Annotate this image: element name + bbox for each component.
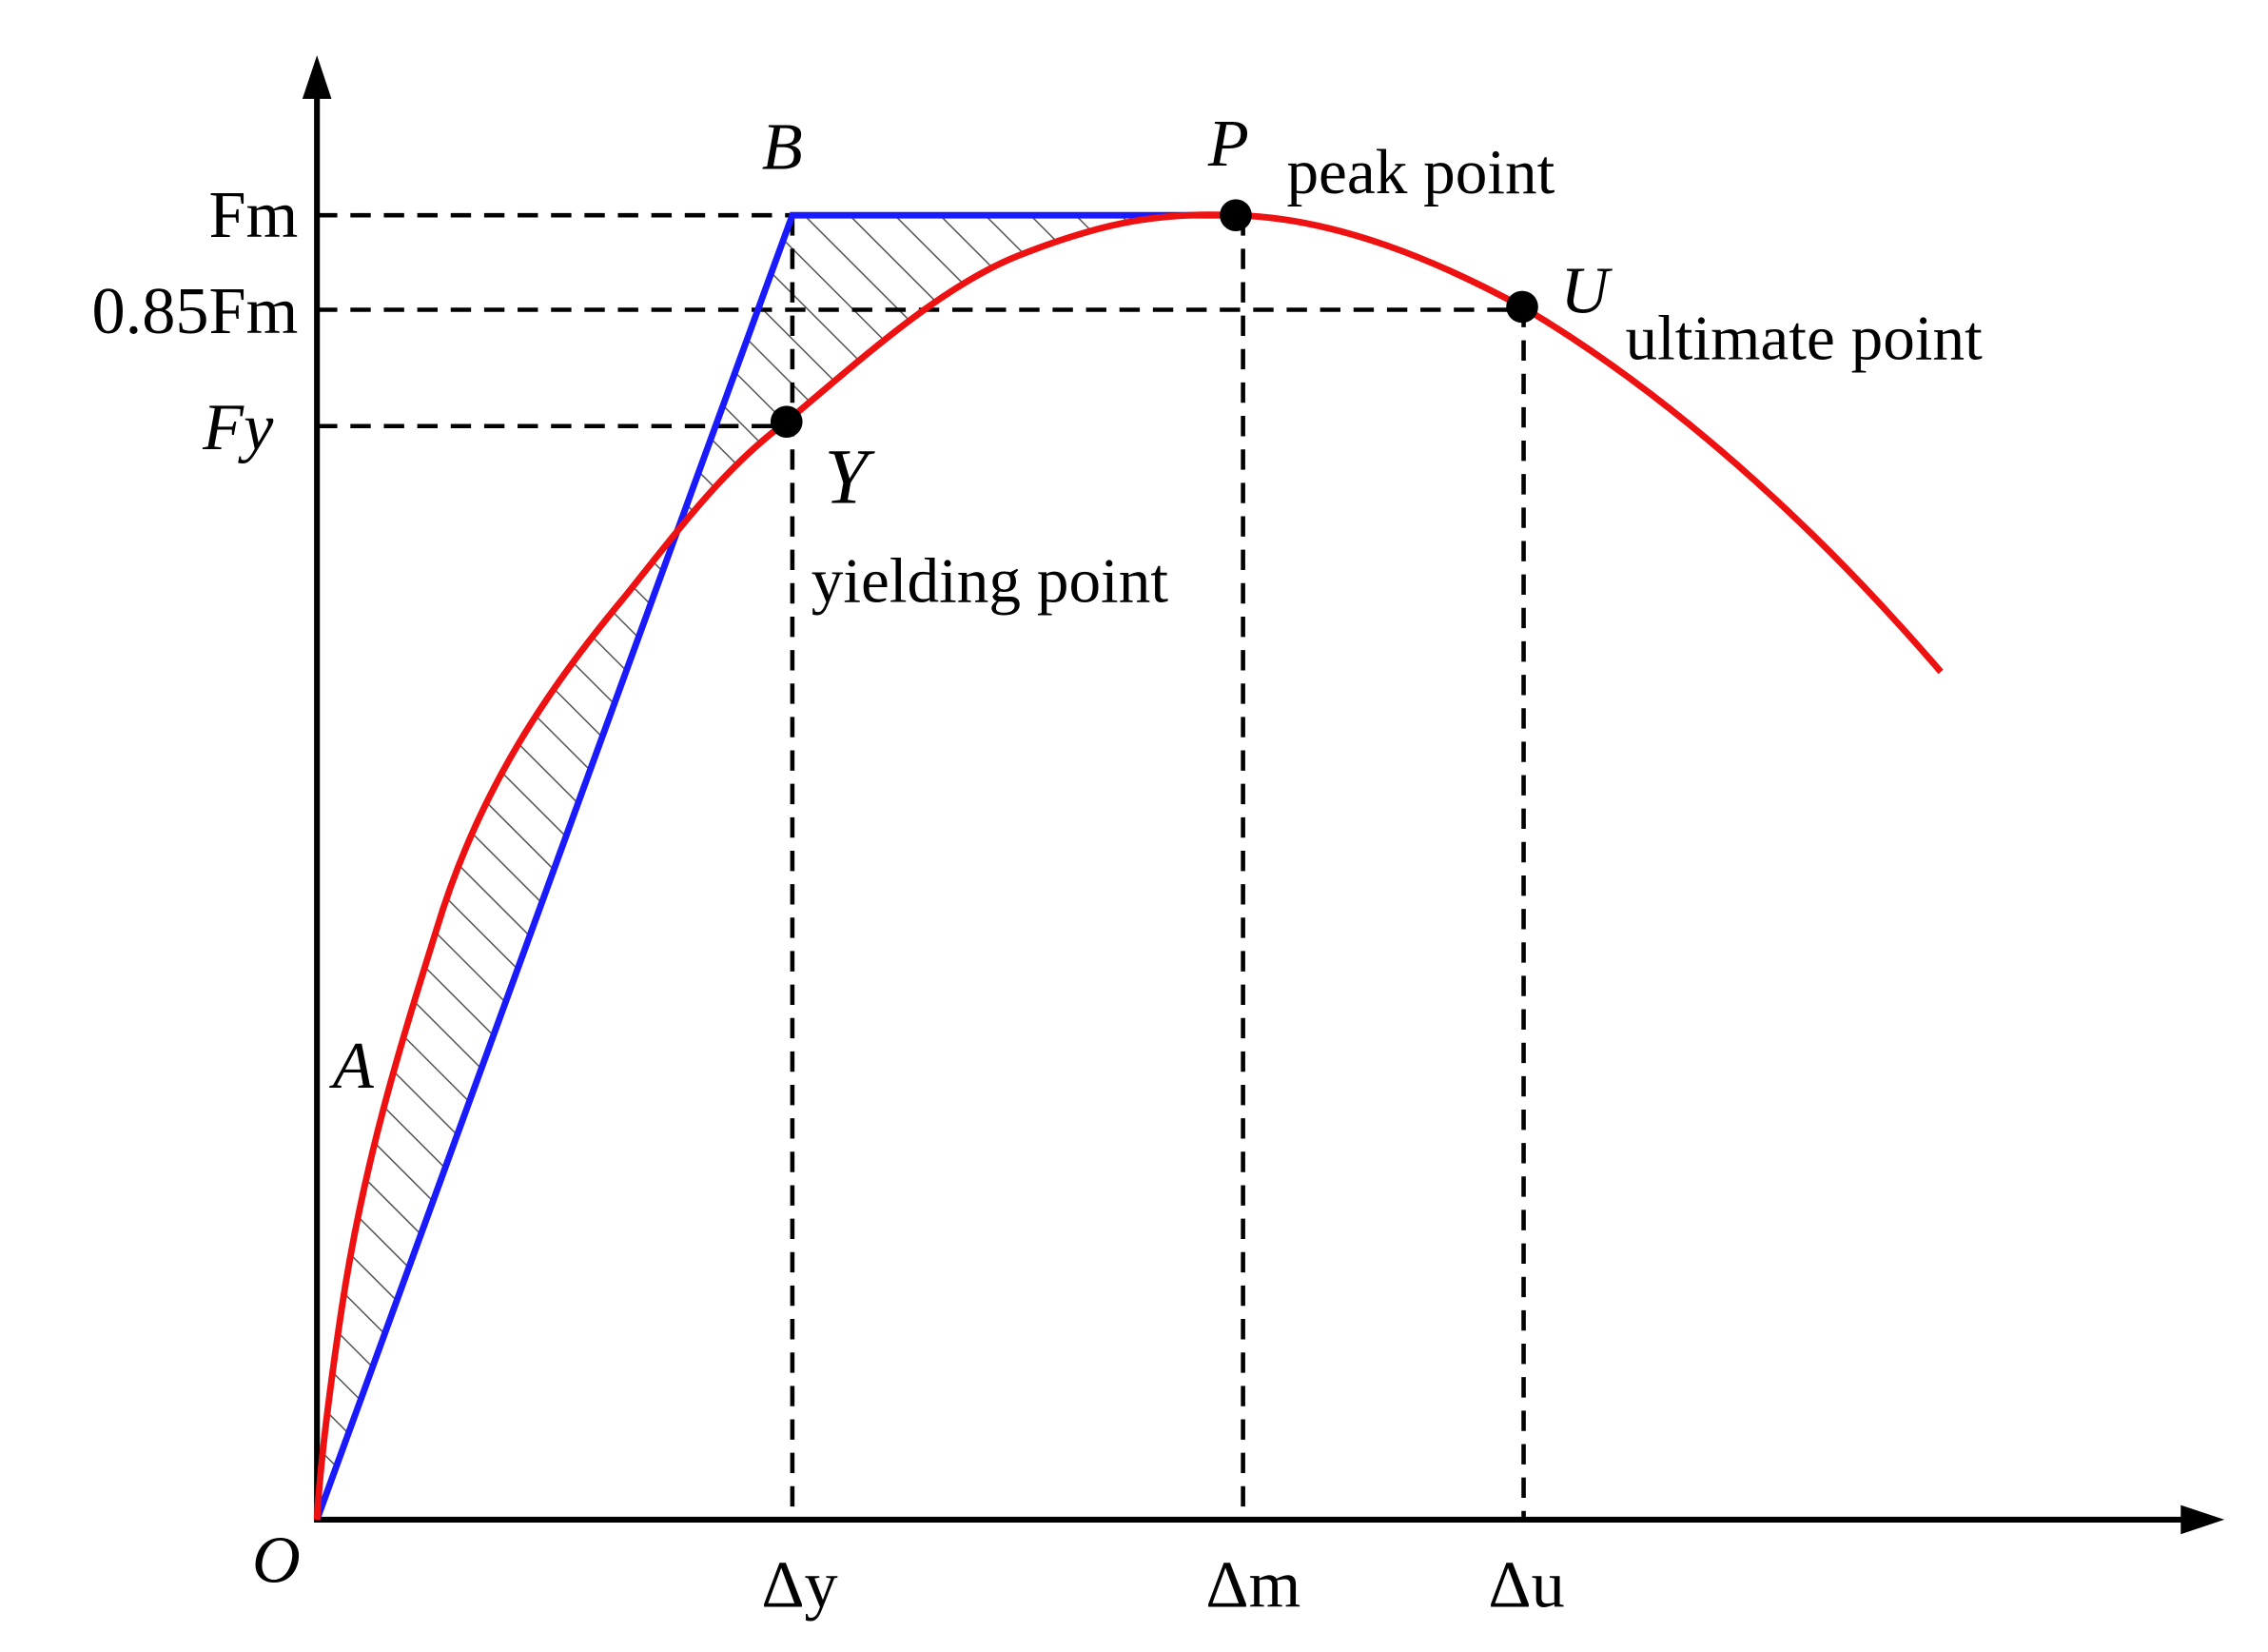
point-label: Y xyxy=(824,433,875,521)
point-label: P xyxy=(1207,107,1249,181)
point-marker xyxy=(770,405,803,438)
bilinear-line xyxy=(313,211,1236,1522)
x-axis-arrow xyxy=(2180,1504,2225,1535)
x-label: Δy xyxy=(761,1548,837,1622)
point-marker xyxy=(1506,290,1538,324)
y-label: 0.85Fm xyxy=(92,274,299,348)
point-label: A xyxy=(329,1029,375,1103)
y-label: Fy xyxy=(202,390,274,464)
x-label: Δm xyxy=(1205,1548,1300,1622)
load-curve xyxy=(313,211,1944,1521)
hatched-area xyxy=(317,214,1236,1520)
point-note: yielding point xyxy=(811,545,1169,617)
point-label: B xyxy=(762,109,803,184)
point-note: ultimate point xyxy=(1626,302,1984,373)
point-note: peak point xyxy=(1286,136,1554,207)
y-axis-arrow xyxy=(302,55,332,99)
origin-label: O xyxy=(252,1524,301,1598)
point-marker xyxy=(1220,199,1252,231)
x-label: Δu xyxy=(1488,1548,1564,1622)
point-label: U xyxy=(1560,254,1613,328)
y-label: Fm xyxy=(209,178,299,252)
